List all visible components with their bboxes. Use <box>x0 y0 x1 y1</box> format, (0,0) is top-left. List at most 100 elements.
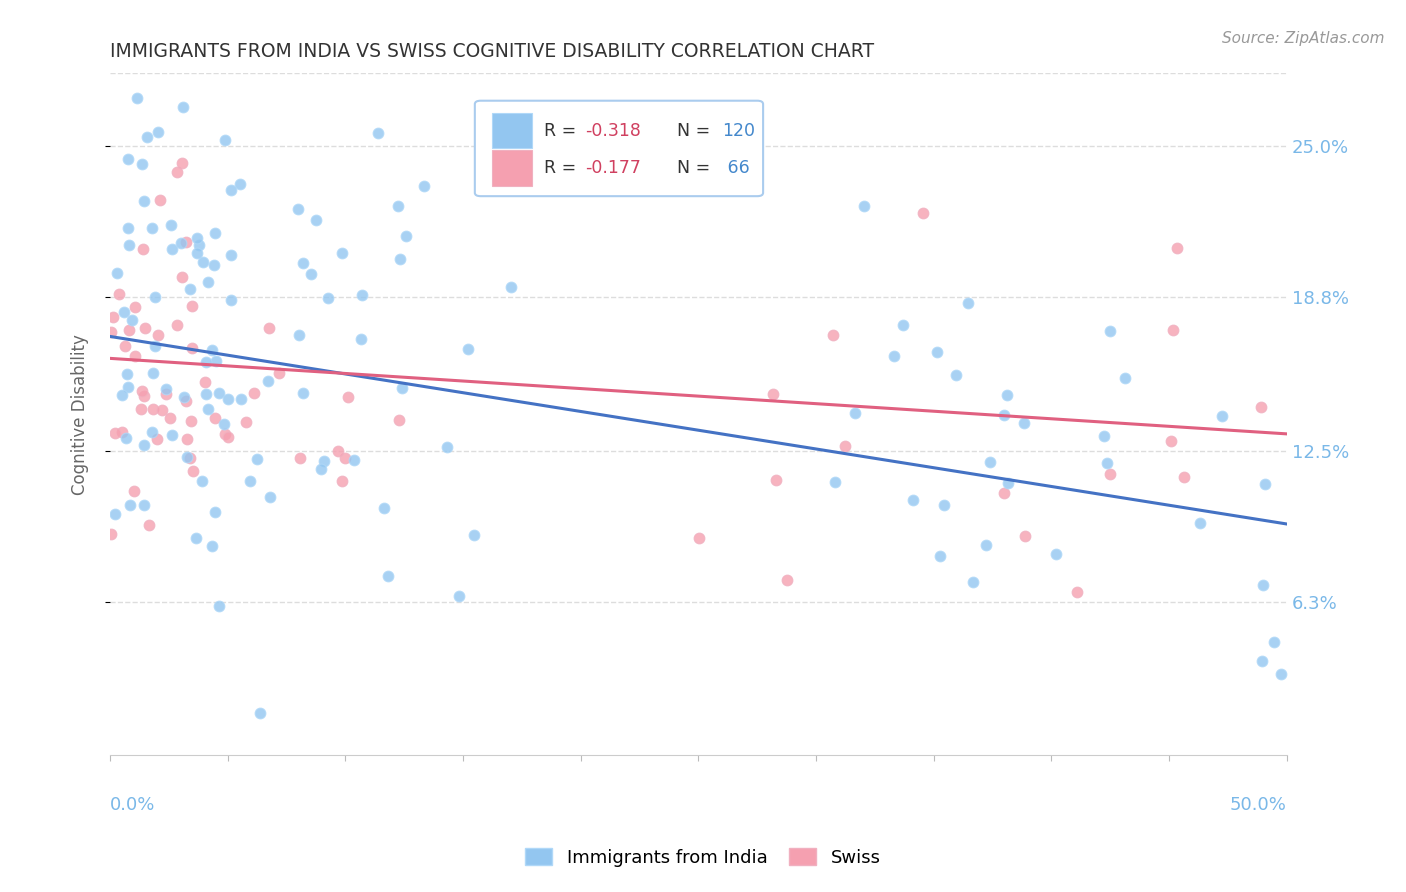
Point <box>912 206 935 220</box>
Point <box>120 498 142 512</box>
Point <box>979 455 1001 469</box>
Point <box>173 390 195 404</box>
Point <box>309 461 332 475</box>
Point <box>117 380 139 394</box>
Point <box>141 425 163 439</box>
Point <box>111 425 134 439</box>
Point <box>214 427 236 442</box>
Point <box>330 475 353 489</box>
Point <box>143 339 166 353</box>
Point <box>1161 323 1184 337</box>
Text: -0.177: -0.177 <box>585 159 641 177</box>
Point <box>901 493 924 508</box>
Point <box>395 229 418 244</box>
Point <box>135 129 157 144</box>
Point <box>389 252 412 266</box>
Point <box>305 213 328 227</box>
Point <box>201 343 224 357</box>
Text: R =: R = <box>544 121 582 140</box>
Point <box>170 155 193 169</box>
Text: IMMIGRANTS FROM INDIA VS SWISS COGNITIVE DISABILITY CORRELATION CHART: IMMIGRANTS FROM INDIA VS SWISS COGNITIVE… <box>110 42 875 61</box>
Point <box>337 390 360 404</box>
Point <box>118 323 141 337</box>
FancyBboxPatch shape <box>492 113 533 148</box>
Point <box>208 386 231 401</box>
Point <box>131 384 153 398</box>
Point <box>174 393 197 408</box>
Point <box>170 270 193 285</box>
Point <box>131 242 153 256</box>
Point <box>155 382 177 396</box>
Point <box>201 540 224 554</box>
Point <box>1092 428 1115 442</box>
Point <box>217 392 239 407</box>
Point <box>1250 400 1272 414</box>
Point <box>290 450 312 465</box>
Point <box>413 178 436 193</box>
Point <box>1250 654 1272 668</box>
Point <box>976 538 998 552</box>
Point <box>235 415 257 429</box>
Point <box>995 387 1018 401</box>
Point <box>499 279 522 293</box>
Point <box>367 127 389 141</box>
Point <box>114 338 136 352</box>
Point <box>149 193 172 207</box>
Text: Source: ZipAtlas.com: Source: ZipAtlas.com <box>1222 31 1385 46</box>
Point <box>188 238 211 252</box>
Point <box>191 255 214 269</box>
Point <box>186 231 208 245</box>
Point <box>176 432 198 446</box>
Point <box>245 452 267 467</box>
Point <box>834 439 856 453</box>
Point <box>181 299 204 313</box>
Point <box>160 427 183 442</box>
Point <box>945 368 967 382</box>
Point <box>138 518 160 533</box>
Point <box>100 325 122 339</box>
Point <box>762 387 785 401</box>
Point <box>377 569 399 583</box>
Point <box>249 706 271 720</box>
Point <box>853 199 876 213</box>
Point <box>328 444 350 458</box>
Text: R =: R = <box>544 159 582 177</box>
Point <box>219 183 242 197</box>
Point <box>111 388 134 402</box>
Point <box>186 245 208 260</box>
Point <box>141 402 163 417</box>
Point <box>688 531 710 545</box>
Point <box>391 381 413 395</box>
Point <box>299 267 322 281</box>
Point <box>104 507 127 521</box>
Point <box>180 414 202 428</box>
Point <box>1160 434 1182 449</box>
Point <box>134 194 156 208</box>
Point <box>221 293 243 307</box>
Point <box>134 321 156 335</box>
Point <box>155 387 177 401</box>
Point <box>267 366 290 380</box>
Point <box>1263 635 1285 649</box>
Point <box>457 342 479 356</box>
Point <box>1045 547 1067 561</box>
Legend: Immigrants from India, Swiss: Immigrants from India, Swiss <box>517 841 889 874</box>
Point <box>176 450 198 464</box>
Point <box>239 475 262 489</box>
Point <box>184 531 207 545</box>
Point <box>765 473 787 487</box>
Point <box>436 440 458 454</box>
Point <box>932 498 955 512</box>
Point <box>993 486 1015 500</box>
Point <box>229 392 252 406</box>
Point <box>229 177 252 191</box>
Point <box>1173 470 1195 484</box>
Point <box>150 402 173 417</box>
Point <box>197 401 219 416</box>
Point <box>112 305 135 319</box>
Point <box>993 408 1015 422</box>
Point <box>212 417 235 432</box>
Text: N =: N = <box>678 121 716 140</box>
FancyBboxPatch shape <box>475 101 763 196</box>
Point <box>927 344 949 359</box>
